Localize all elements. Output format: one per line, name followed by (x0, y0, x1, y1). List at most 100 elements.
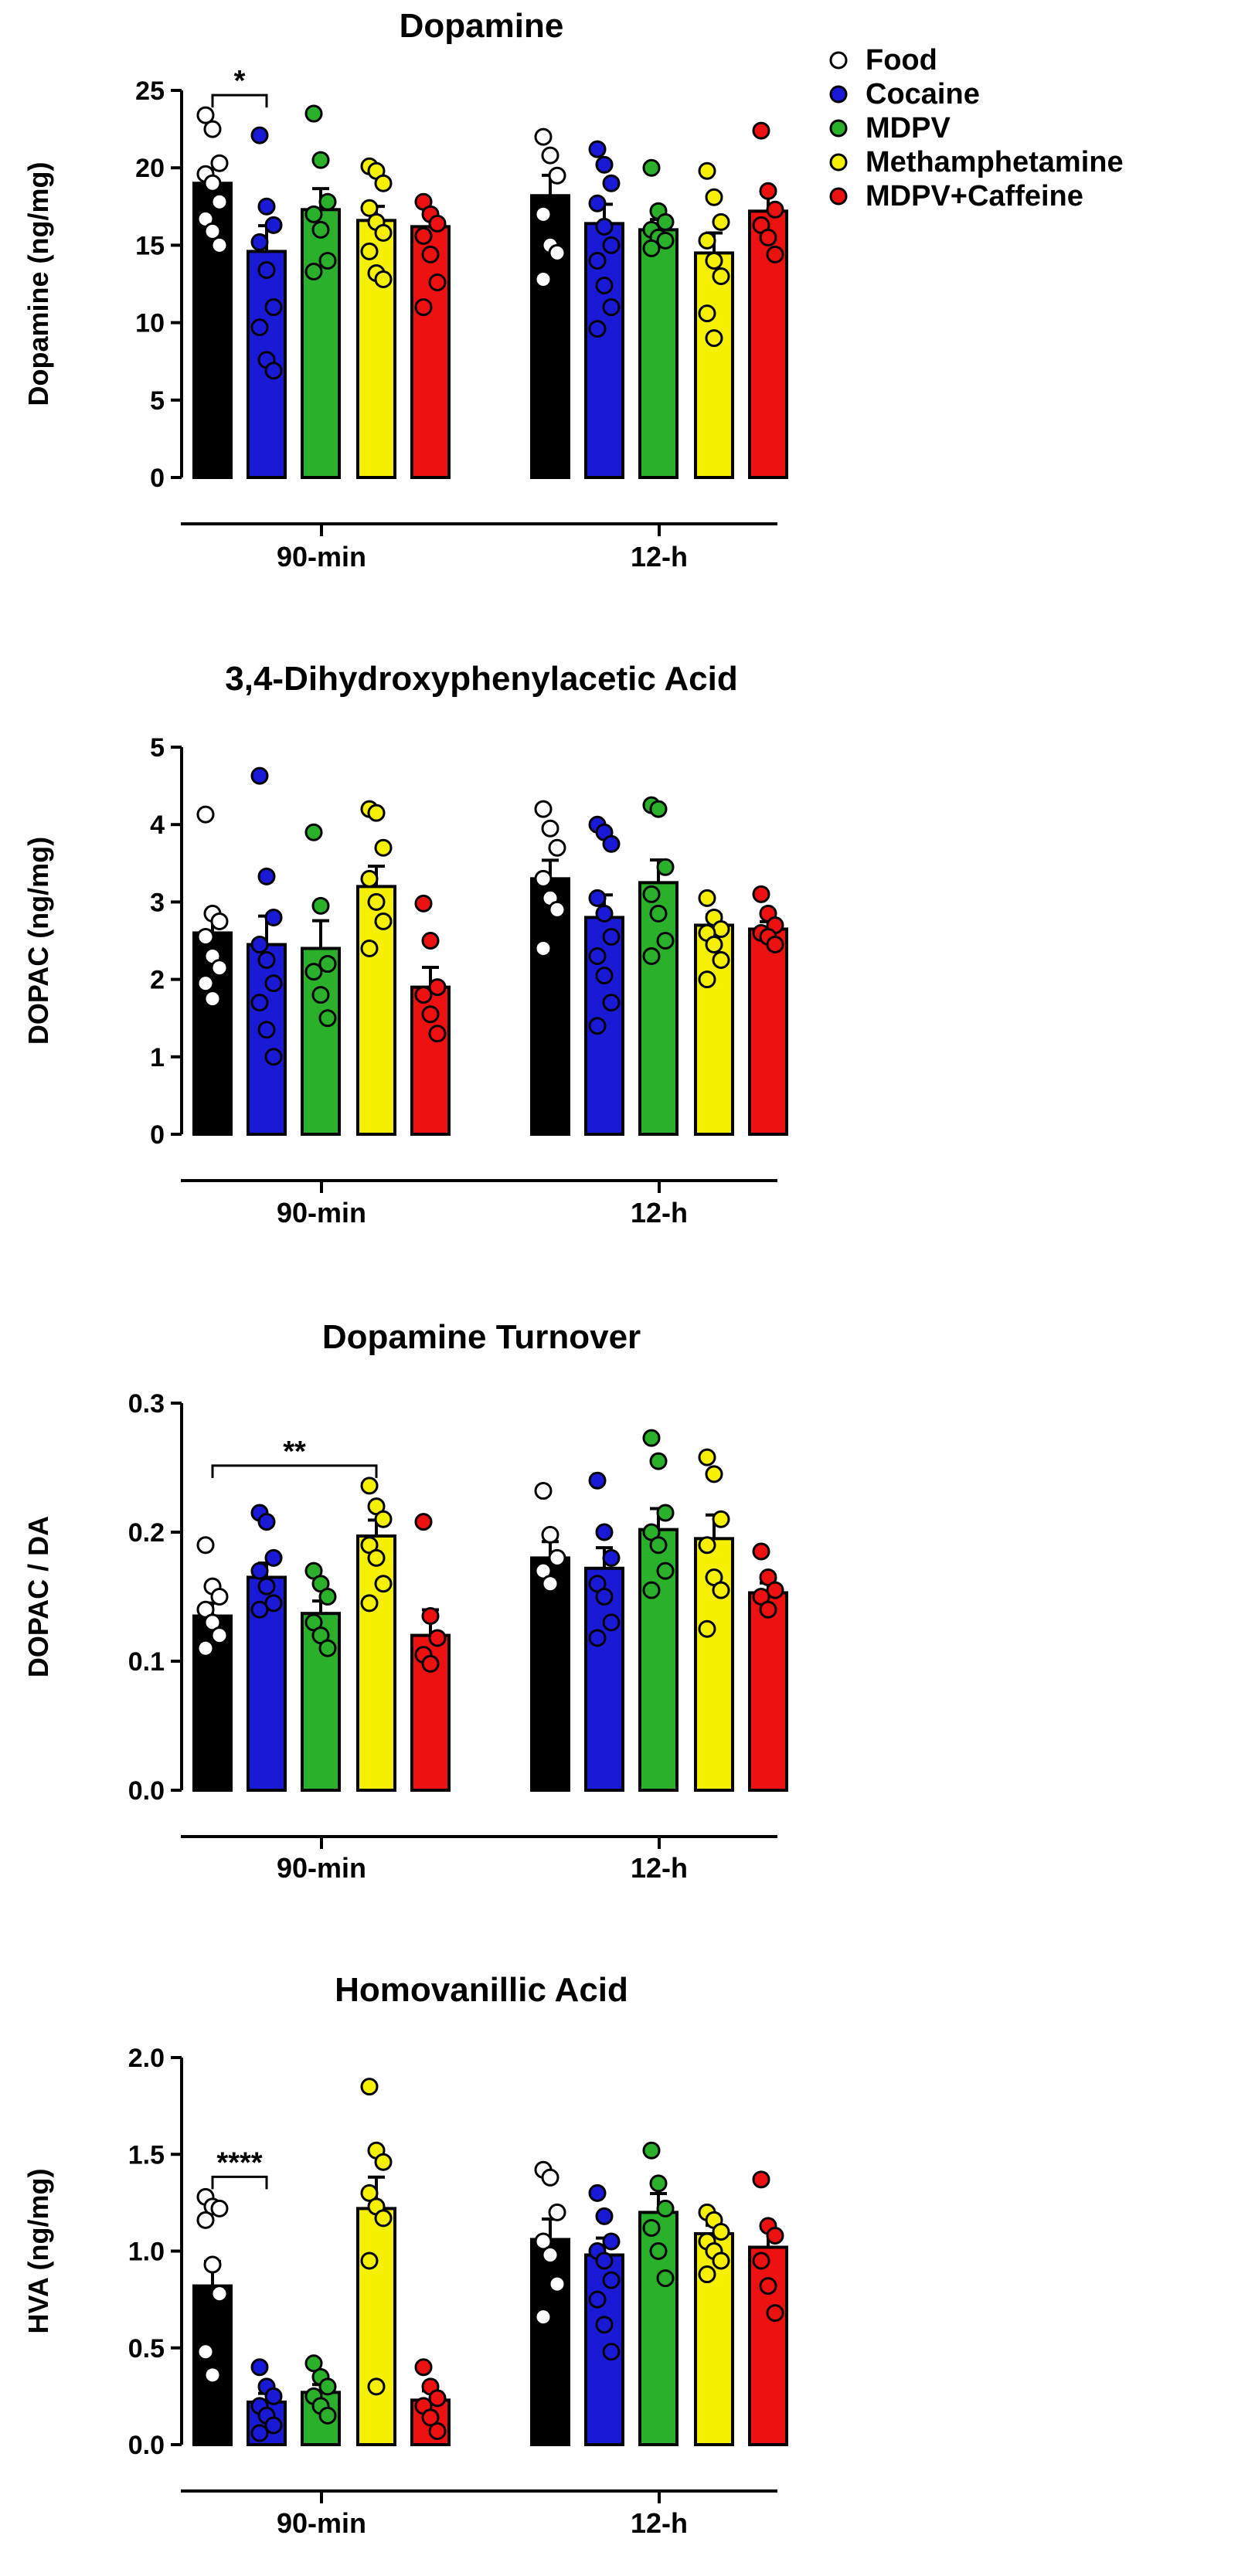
data-point (196, 1536, 215, 1555)
data-point (250, 936, 269, 954)
data-point (414, 1513, 433, 1531)
bar-mdpv-12-h (638, 881, 679, 1136)
data-point (649, 2242, 668, 2260)
data-point (588, 320, 607, 338)
x-category-label: 12-h (631, 541, 688, 573)
data-point (428, 978, 447, 997)
data-point (759, 1600, 777, 1619)
chart-panel-4: Homovanillic Acid HVA (ng/mg) 0.0 0.5 1.0 1.5… (22, 0, 788, 2539)
data-point (360, 940, 379, 958)
data-point (588, 2290, 607, 2309)
data-point (705, 936, 723, 954)
bar-methamphetamine-12-h (694, 251, 734, 479)
data-point (360, 242, 379, 260)
significance-bracket (211, 93, 268, 108)
chart-title: Dopamine Turnover (322, 1318, 641, 1356)
data-point (656, 2199, 675, 2217)
data-point (304, 104, 323, 123)
data-point (196, 974, 215, 993)
data-point (705, 251, 723, 270)
data-point (250, 1600, 269, 1619)
data-point (257, 1577, 276, 1596)
bar-methamphetamine-90-min (356, 1534, 396, 1792)
data-point (210, 154, 229, 172)
bar-mdpv-90-min (301, 946, 341, 1137)
data-point (656, 212, 675, 231)
y-tick-label: 4 (150, 811, 165, 840)
data-point (196, 1639, 215, 1657)
y-tick-label: 25 (135, 76, 165, 106)
y-tick-label: 1.0 (128, 2238, 165, 2267)
data-point (602, 298, 621, 317)
data-point (428, 2421, 447, 2440)
data-point (595, 967, 614, 985)
data-point (595, 2316, 614, 2334)
data-point (766, 200, 784, 219)
data-point (311, 896, 330, 915)
x-category-label: 90-min (277, 541, 366, 573)
legend-label: Cocaine (866, 78, 980, 110)
data-point (360, 2078, 379, 2096)
data-point (534, 940, 553, 958)
data-point (548, 2275, 566, 2293)
data-point (264, 1048, 283, 1066)
data-point (595, 277, 614, 295)
data-point (264, 216, 283, 234)
data-point (712, 267, 730, 285)
data-point (602, 2271, 621, 2289)
y-tick-label: 1 (150, 1043, 165, 1072)
data-point (421, 245, 440, 263)
data-point (656, 858, 675, 876)
data-point (250, 994, 269, 1012)
data-point (421, 2408, 440, 2427)
data-point (595, 1523, 614, 1541)
data-point (602, 236, 621, 254)
data-point (374, 174, 393, 192)
data-point (752, 1542, 770, 1561)
data-point (752, 2251, 770, 2270)
data-point (642, 2218, 661, 2237)
data-point (534, 1482, 553, 1500)
data-point (548, 1548, 566, 1567)
data-point (602, 1548, 621, 1567)
bar-mdpv-90-min (301, 208, 341, 479)
data-point (698, 304, 716, 323)
data-point (414, 894, 433, 912)
data-point (414, 298, 433, 317)
data-point (642, 158, 661, 177)
y-axis-label: DOPAC (ng/mg) (22, 837, 54, 1045)
data-point (602, 174, 621, 192)
data-point (304, 262, 323, 280)
data-point (548, 243, 566, 262)
data-point (759, 182, 777, 200)
x-category-label: 12-h (631, 1197, 688, 1229)
data-point (264, 362, 283, 380)
data-point (421, 932, 440, 950)
significance-bracket (211, 1464, 378, 1478)
bar-mdpv-12-h (638, 228, 679, 479)
data-point (656, 932, 675, 950)
data-point (304, 2354, 323, 2373)
data-point (595, 2251, 614, 2270)
data-point (428, 214, 447, 233)
chart-panel-2: 3,4-Dihydroxyphenylacetic Acid DOPAC (ng/… (22, 660, 788, 1229)
data-point (759, 2277, 777, 2296)
data-point (367, 892, 386, 911)
legend-marker-mdpv-caffeine (829, 187, 848, 206)
data-point (264, 2416, 283, 2435)
x-category-label: 12-h (631, 2507, 688, 2539)
data-point (374, 223, 393, 242)
data-point (705, 188, 723, 206)
data-point (414, 226, 433, 245)
data-point (534, 2308, 553, 2326)
y-tick-label: 5 (150, 733, 165, 763)
y-tick-label: 0.2 (128, 1518, 165, 1548)
data-point (250, 2424, 269, 2442)
data-point (642, 1429, 661, 1447)
data-point (257, 197, 276, 216)
data-point (196, 927, 215, 946)
chart-panel-1: Dopamine Dopamine (ng/mg) 0 5 10 15 20 25 90-min… (22, 7, 788, 573)
chart-title: Homovanillic Acid (335, 1971, 628, 2009)
data-point (766, 245, 784, 263)
